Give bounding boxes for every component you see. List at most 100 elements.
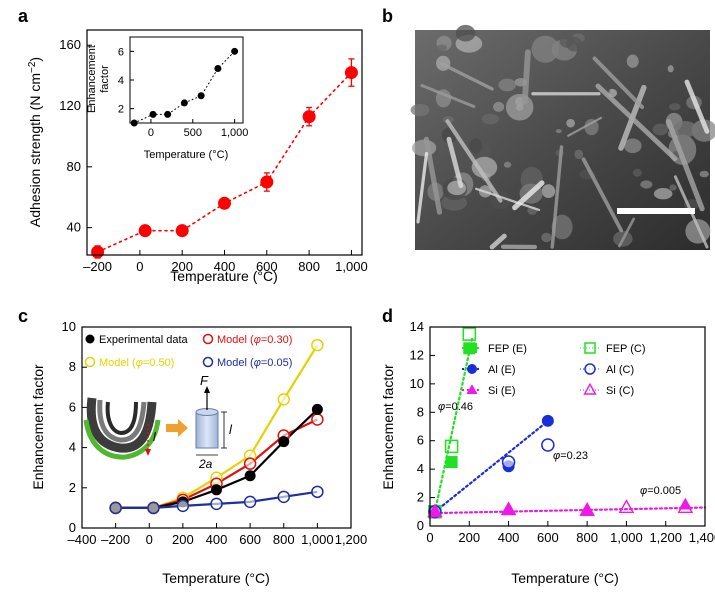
y-tick-label: 12 [410, 347, 424, 362]
fit-label-phi: φ [438, 401, 445, 413]
data-point [311, 338, 324, 352]
fit-line [433, 416, 553, 513]
x-tick-label: 200 [458, 530, 480, 545]
sem-texture [410, 24, 715, 250]
x-tick-label: 400 [214, 259, 236, 274]
sem-particle [672, 121, 698, 138]
sem-particle [447, 180, 467, 196]
data-point [427, 503, 443, 518]
x-tick-label: 600 [239, 532, 261, 547]
data-point [147, 501, 160, 515]
sem-particle [436, 44, 448, 51]
data-point [311, 485, 324, 499]
schematic-fiber-length: l [153, 430, 156, 444]
sem-nanowire [666, 119, 705, 212]
data-point [579, 502, 595, 516]
data-point [462, 327, 477, 341]
data-point [580, 504, 594, 516]
sem-particle [653, 188, 673, 200]
legend-marker [467, 364, 477, 374]
trend-line [96, 71, 353, 253]
chart-a-xlabel: Temperature (°C) [170, 268, 278, 284]
legend-marker [583, 382, 597, 395]
data-point [277, 490, 290, 504]
y-tick-label: 4 [417, 461, 424, 476]
chart-a-inset-frame [129, 36, 244, 124]
legend-label-text: Model ( [217, 357, 254, 369]
data-point [218, 196, 231, 210]
legend-marker [467, 343, 477, 353]
sem-particle [685, 219, 711, 244]
legend-label-text: Experimental data [99, 334, 189, 346]
data-point [445, 456, 458, 469]
x-tick-label: 500 [184, 127, 202, 139]
sem-particle [410, 103, 430, 117]
inset-data-point [149, 110, 157, 118]
sem-nanowire [550, 145, 564, 249]
sem-particle [551, 214, 573, 240]
y-tick-label: 10 [62, 319, 76, 334]
chart-c-xlabel: Temperature (°C) [162, 570, 270, 586]
chart-a-points [91, 58, 358, 259]
data-point [541, 414, 554, 427]
sem-nanowire [618, 217, 636, 248]
fit-line [428, 506, 707, 515]
x-tick-label: 0 [136, 259, 143, 274]
y-tick-label: 40 [67, 220, 81, 235]
chart-a-frame [86, 29, 363, 256]
x-tick-label: 1,200 [335, 532, 368, 547]
sem-particle [566, 118, 575, 128]
x-tick-label: 0 [146, 532, 153, 547]
data-point [501, 455, 516, 469]
data-point [244, 470, 256, 482]
schematic-fiber-inner [105, 401, 138, 436]
data-point [277, 393, 290, 406]
legend-label: FEP (E) [488, 343, 527, 355]
fit-label: φ=0.46 [438, 401, 473, 413]
schematic-fiber-mid [97, 399, 147, 443]
chart-a-trend [96, 71, 353, 253]
scale-bar [617, 208, 695, 214]
schematic-length-label: l [229, 422, 233, 437]
x-tick-label: 200 [172, 532, 194, 547]
y-tick-label: 2 [118, 104, 124, 116]
data-point [501, 503, 516, 516]
x-tick-label: 0 [426, 530, 433, 545]
x-tick-label: 200 [171, 259, 193, 274]
data-point [243, 457, 257, 470]
data-point [109, 501, 122, 515]
y-tick-label: 6 [118, 46, 124, 58]
sem-particle [623, 138, 642, 154]
y-tick-label: 8 [69, 359, 76, 374]
sem-particle [481, 113, 500, 125]
sem-nanowire [420, 83, 476, 108]
x-tick-label: –400 [68, 532, 97, 547]
sem-particle [411, 139, 437, 157]
chart-a-inset-trend [133, 50, 236, 124]
legend-marker [84, 356, 96, 368]
sem-nanowire [416, 152, 429, 224]
data-point [344, 66, 358, 80]
fit-label-phi: φ [553, 450, 560, 462]
data-point [243, 495, 257, 509]
sem-particle [469, 138, 483, 154]
x-tick-label: –200 [101, 532, 130, 547]
data-point [311, 403, 323, 415]
schematic-arrow-icon [166, 419, 188, 437]
sem-particle [699, 170, 709, 178]
chart-d-ylabel: Enhancement factor [380, 364, 396, 490]
legend-label: Experimental data [99, 334, 189, 346]
x-tick-label: 400 [206, 532, 228, 547]
data-point [175, 224, 189, 238]
sem-particle [493, 101, 505, 112]
legend-label-value: =0.50) [143, 357, 175, 369]
x-tick-label: 1,200 [649, 530, 682, 545]
x-tick-label: 0 [148, 127, 154, 139]
y-tick-label: 8 [417, 404, 424, 419]
sem-particle [541, 184, 556, 199]
sem-particle [668, 103, 681, 111]
legend-label: Al (C) [606, 364, 634, 376]
sem-particle [632, 168, 642, 177]
chart-d-xlabel: Temperature (°C) [511, 570, 619, 586]
